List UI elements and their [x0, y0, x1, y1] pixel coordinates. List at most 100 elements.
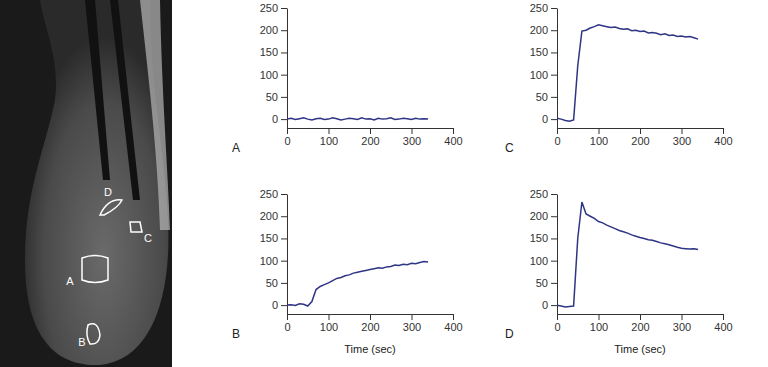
tick-mark: [453, 128, 454, 134]
tick-label: 400: [444, 135, 462, 147]
tick-mark: [723, 128, 724, 134]
tick-mark: [551, 261, 557, 262]
tick-mark: [640, 314, 641, 320]
tick: 0: [272, 113, 287, 125]
chart: 0100200300400050100150200250: [260, 188, 463, 333]
tick: 100: [590, 314, 608, 333]
tick-label: 0: [554, 321, 560, 333]
tick-mark: [551, 52, 557, 53]
tick-label: 100: [590, 135, 608, 147]
x-axis: 0 100 200 300 400: [554, 314, 732, 333]
tick-mark: [557, 314, 558, 320]
plot-area: [557, 25, 698, 121]
tick: 0: [542, 113, 557, 125]
tick-mark: [281, 8, 287, 9]
tick: 100: [320, 314, 338, 333]
tick-label: 100: [530, 255, 548, 267]
x-axis: 0100200300400: [284, 314, 462, 333]
x-axis: 0 100 200 300 400: [284, 128, 462, 147]
tick-mark: [329, 128, 330, 134]
tick-mark: [281, 194, 287, 195]
tick-mark: [551, 119, 557, 120]
tick: 200: [361, 128, 379, 147]
tick-label: 50: [266, 91, 278, 103]
tick-mark: [281, 119, 287, 120]
tick-mark: [281, 30, 287, 31]
tick-label: 100: [260, 69, 278, 81]
tick-mark: [412, 128, 413, 134]
tick-mark: [551, 283, 557, 284]
tick-mark: [453, 314, 454, 320]
tick: 400: [714, 128, 732, 147]
tick: 300: [403, 128, 421, 147]
plot-area: [557, 202, 698, 307]
tick-mark: [723, 314, 724, 320]
tick: 150: [530, 46, 557, 58]
line: [557, 202, 698, 307]
tick-label: 100: [320, 321, 338, 333]
y-axis: 050100150200250: [530, 188, 558, 314]
tick-mark: [370, 314, 371, 320]
tick: 250: [530, 188, 557, 200]
roi-outline: [87, 324, 100, 344]
tick: 200: [631, 128, 649, 147]
tick-mark: [551, 238, 557, 239]
tick: 100: [260, 69, 287, 81]
tick: 50: [266, 277, 287, 289]
tick: 100: [590, 128, 608, 147]
tick: 100: [320, 128, 338, 147]
tick-label: 150: [530, 46, 548, 58]
tick: 50: [536, 91, 557, 103]
tick-label: 150: [260, 46, 278, 58]
tick-mark: [551, 216, 557, 217]
tick-label: 150: [530, 232, 548, 244]
tick-mark: [281, 75, 287, 76]
tick: 0: [284, 314, 290, 333]
tick-mark: [551, 194, 557, 195]
tick-label: 200: [361, 135, 379, 147]
tick: 150: [530, 232, 557, 244]
tick-mark: [370, 128, 371, 134]
tick-label: 200: [260, 210, 278, 222]
tick-mark: [557, 128, 558, 134]
tick-label: 300: [673, 135, 691, 147]
tick-label: 250: [530, 188, 548, 200]
tick-label: 300: [673, 321, 691, 333]
bone: [85, 0, 110, 180]
tick: 250: [260, 188, 287, 200]
tick-mark: [551, 8, 557, 9]
tick-label: 250: [260, 2, 278, 14]
tick: 0: [284, 128, 290, 147]
tick: 100: [530, 69, 557, 81]
tick-mark: [287, 314, 288, 320]
axis-line: [557, 9, 558, 129]
tick: 300: [673, 314, 691, 333]
line: [287, 118, 428, 120]
tick-label: 400: [714, 135, 732, 147]
tick-label: 400: [714, 321, 732, 333]
tick-mark: [281, 261, 287, 262]
y-axis: 0 50 100 150 200 250: [260, 2, 288, 128]
mri-panel: ABCD: [0, 0, 172, 367]
tick-label: 100: [260, 255, 278, 267]
tick: 200: [260, 24, 287, 36]
tick-mark: [281, 283, 287, 284]
tick-label: 0: [284, 135, 290, 147]
panel-label: D: [505, 327, 514, 341]
tick: 150: [260, 46, 287, 58]
y-axis: 050100150200250: [530, 2, 558, 128]
bone: [110, 0, 140, 200]
tick: 200: [260, 210, 287, 222]
tick-mark: [329, 314, 330, 320]
tick-mark: [551, 75, 557, 76]
roi-outline: [82, 256, 108, 283]
tick-label: 100: [320, 135, 338, 147]
tick: 400: [444, 128, 462, 147]
tick: 200: [631, 314, 649, 333]
tick: 250: [260, 2, 287, 14]
vessel: [140, 0, 170, 230]
panel-label: B: [232, 327, 240, 341]
tick-mark: [640, 128, 641, 134]
line: [287, 262, 428, 306]
x-axis-title: Time (sec): [614, 343, 666, 355]
